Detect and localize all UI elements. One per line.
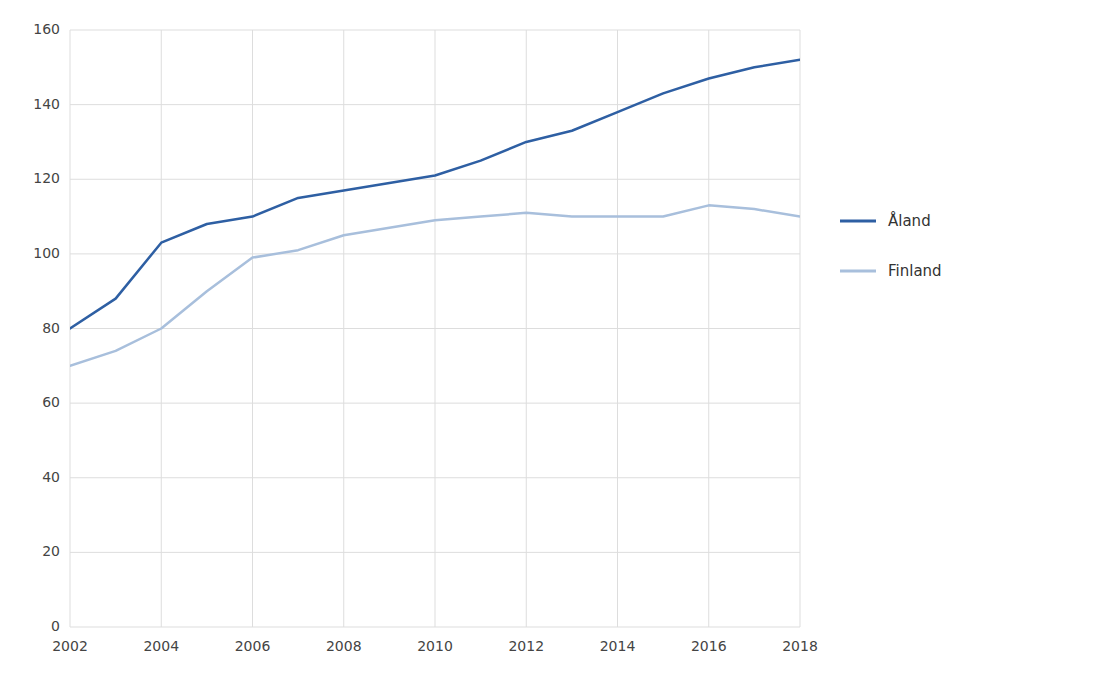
x-tick-label: 2012 — [508, 638, 544, 654]
x-grid-line — [800, 30, 801, 627]
x-tick-label: 2006 — [235, 638, 271, 654]
x-tick-label: 2002 — [52, 638, 88, 654]
x-grid-line — [708, 30, 709, 627]
x-grid-line — [252, 30, 253, 627]
chart-svg: 0 20 40 60 80 100 120 140 160 2002 2004 2006 2008 201… — [0, 0, 1100, 697]
x-tick-label: 2004 — [143, 638, 179, 654]
x-grid-line — [343, 30, 344, 627]
grid — [70, 30, 800, 627]
legend-label: Åland — [888, 211, 931, 230]
plot-area — [70, 60, 800, 366]
legend-swatch — [840, 220, 876, 223]
y-tick-label: 80 — [42, 320, 60, 336]
x-tick-label: 2014 — [600, 638, 636, 654]
x-tick-label: 2008 — [326, 638, 362, 654]
series-line — [70, 205, 800, 365]
y-tick-label: 0 — [51, 618, 60, 634]
x-tick-label: 2010 — [417, 638, 453, 654]
x-grid-line — [526, 30, 527, 627]
legend: Åland Finland — [840, 211, 942, 280]
x-grid-line — [617, 30, 618, 627]
y-tick-label: 140 — [33, 96, 60, 112]
y-tick-label: 60 — [42, 394, 60, 410]
y-tick-label: 120 — [33, 170, 60, 186]
legend-swatch — [840, 270, 876, 273]
y-tick-label: 20 — [42, 543, 60, 559]
chart-container: 0 20 40 60 80 100 120 140 160 2002 2004 2006 2008 201… — [0, 0, 1100, 697]
x-tick-label: 2016 — [691, 638, 727, 654]
axes: 0 20 40 60 80 100 120 140 160 2002 2004 2006 2008 201… — [33, 21, 818, 654]
y-tick-label: 160 — [33, 21, 60, 37]
y-tick-label: 40 — [42, 469, 60, 485]
series-line — [70, 60, 800, 329]
legend-label: Finland — [888, 262, 942, 280]
y-tick-label: 100 — [33, 245, 60, 261]
x-tick-label: 2018 — [782, 638, 818, 654]
x-grid-line — [435, 30, 436, 627]
